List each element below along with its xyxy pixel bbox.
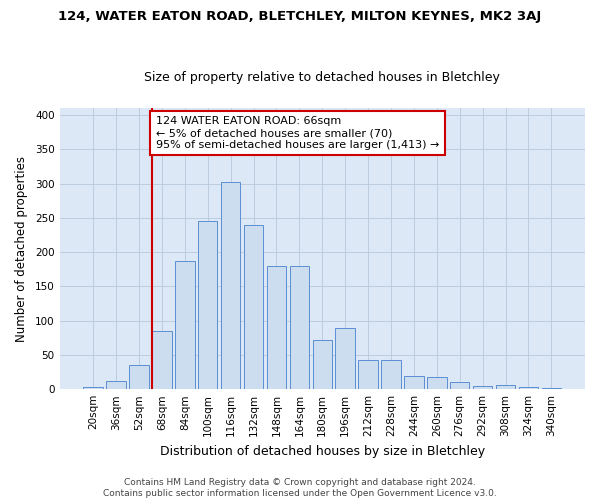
Title: Size of property relative to detached houses in Bletchley: Size of property relative to detached ho… xyxy=(145,70,500,84)
Bar xyxy=(381,360,401,389)
Bar xyxy=(335,328,355,389)
Bar xyxy=(175,261,194,389)
Bar xyxy=(542,388,561,389)
Bar xyxy=(106,381,126,389)
Bar xyxy=(244,224,263,389)
Bar xyxy=(450,382,469,389)
Bar xyxy=(496,385,515,389)
Bar xyxy=(152,331,172,389)
Bar xyxy=(221,182,241,389)
Bar xyxy=(83,387,103,389)
Bar xyxy=(267,266,286,389)
Bar xyxy=(198,222,217,389)
Bar xyxy=(290,266,309,389)
Y-axis label: Number of detached properties: Number of detached properties xyxy=(15,156,28,342)
Bar xyxy=(404,376,424,389)
Text: Contains HM Land Registry data © Crown copyright and database right 2024.
Contai: Contains HM Land Registry data © Crown c… xyxy=(103,478,497,498)
Bar xyxy=(427,377,446,389)
Bar xyxy=(473,386,493,389)
Text: 124, WATER EATON ROAD, BLETCHLEY, MILTON KEYNES, MK2 3AJ: 124, WATER EATON ROAD, BLETCHLEY, MILTON… xyxy=(58,10,542,23)
X-axis label: Distribution of detached houses by size in Bletchley: Distribution of detached houses by size … xyxy=(160,444,485,458)
Bar xyxy=(129,365,149,389)
Bar xyxy=(519,387,538,389)
Bar xyxy=(358,360,378,389)
Bar xyxy=(313,340,332,389)
Text: 124 WATER EATON ROAD: 66sqm
← 5% of detached houses are smaller (70)
95% of semi: 124 WATER EATON ROAD: 66sqm ← 5% of deta… xyxy=(155,116,439,150)
